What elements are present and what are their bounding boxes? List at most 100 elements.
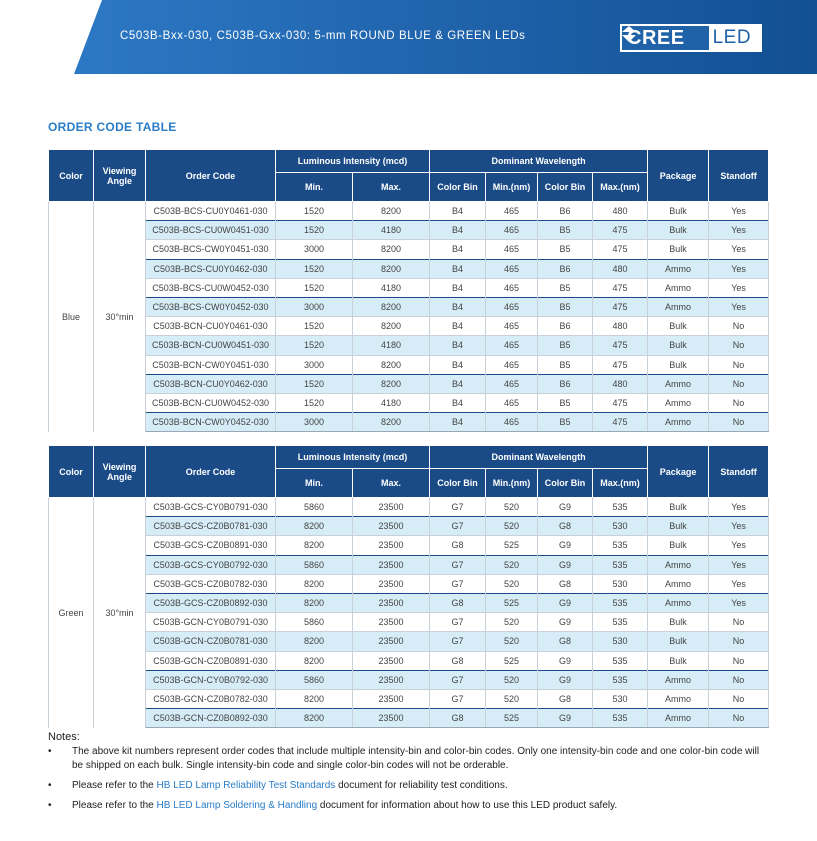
wl-max-cell: 535 [592, 592, 649, 613]
wl-min-cell: 465 [485, 239, 539, 260]
section-title: ORDER CODE TABLE [48, 120, 177, 134]
li-min-cell: 3000 [275, 239, 353, 260]
color-bin-max-cell: B5 [537, 335, 594, 355]
standoff-cell: Yes [708, 277, 770, 298]
notes-section: Notes: • The above kit numbers represent… [48, 731, 768, 819]
wl-min-cell: 465 [485, 277, 539, 298]
document-title: C503B-Bxx-030, C503B-Gxx-030: 5-mm ROUND… [120, 30, 526, 42]
order-code-cell: C503B-GCN-CY0B0792-030 [145, 669, 276, 690]
color-bin-min-cell: B4 [429, 201, 487, 221]
color-bin-max-cell: B5 [537, 354, 594, 375]
header-wl-min: Min.(nm) [485, 172, 539, 202]
color-bin-max-cell: B6 [537, 373, 594, 394]
wl-min-cell: 525 [485, 535, 539, 556]
wl-min-cell: 465 [485, 412, 539, 433]
order-code-cell: C503B-BCN-CU0Y0462-030 [145, 373, 276, 394]
color-bin-max-cell: G8 [537, 573, 594, 594]
color-bin-min-cell: B4 [429, 296, 487, 317]
li-max-cell: 23500 [351, 554, 431, 575]
standoff-cell: Yes [708, 296, 770, 317]
note-text-prefix: Please refer to the [72, 800, 157, 811]
header-dominant-wavelength: Dominant Wavelength [429, 445, 649, 469]
reliability-standards-link[interactable]: HB LED Lamp Reliability Test Standards [156, 780, 336, 791]
li-min-cell: 1520 [275, 335, 353, 355]
order-code-cell: C503B-BCN-CU0W0451-030 [145, 335, 276, 355]
li-max-cell: 8200 [351, 258, 431, 279]
wl-max-cell: 475 [592, 220, 649, 240]
table-row: C503B-GCS-CZ0B0781-030 8200 23500 G7 520 G8 53… [49, 516, 770, 536]
order-code-cell: C503B-BCS-CW0Y0452-030 [145, 296, 276, 317]
logo-led-text: LED [712, 27, 752, 48]
table-row: C503B-BCN-CW0Y0452-030 3000 8200 B4 465 B5 475… [49, 412, 770, 433]
color-bin-min-cell: G8 [429, 650, 487, 671]
color-bin-min-cell: B4 [429, 373, 487, 394]
li-min-cell: 8200 [275, 516, 353, 536]
li-max-cell: 8200 [351, 296, 431, 317]
color-bin-min-cell: G8 [429, 535, 487, 556]
li-min-cell: 3000 [275, 296, 353, 317]
package-cell: Bulk [647, 239, 710, 260]
color-bin-max-cell: G8 [537, 688, 594, 709]
color-bin-min-cell: G7 [429, 688, 487, 709]
table-row: C503B-BCS-CU0Y0462-030 1520 8200 B4 465 B6 480… [49, 258, 770, 279]
note-text-suffix: document for reliability test conditions… [335, 780, 508, 791]
standoff-cell: Yes [708, 258, 770, 279]
header-li-min: Min. [275, 468, 353, 498]
package-cell: Bulk [647, 631, 710, 651]
order-code-cell: C503B-BCN-CW0Y0451-030 [145, 354, 276, 375]
header-color: Color [48, 445, 94, 498]
package-cell: Bulk [647, 354, 710, 375]
wl-max-cell: 535 [592, 669, 649, 690]
header-color-bin-min: Color Bin [429, 172, 487, 202]
soldering-handling-link[interactable]: HB LED Lamp Soldering & Handling [156, 800, 318, 811]
order-code-cell: C503B-GCN-CZ0B0782-030 [145, 688, 276, 709]
order-code-cell: C503B-GCS-CY0B0791-030 [145, 497, 276, 517]
color-bin-min-cell: G8 [429, 592, 487, 613]
li-max-cell: 23500 [351, 669, 431, 690]
li-min-cell: 1520 [275, 316, 353, 336]
li-min-cell: 1520 [275, 258, 353, 279]
order-code-cell: C503B-BCS-CU0W0452-030 [145, 277, 276, 298]
wl-max-cell: 475 [592, 354, 649, 375]
standoff-cell: Yes [708, 573, 770, 594]
wl-min-cell: 525 [485, 592, 539, 613]
standoff-cell: Yes [708, 592, 770, 613]
li-max-cell: 4180 [351, 277, 431, 298]
header-wl-min: Min.(nm) [485, 468, 539, 498]
viewing-angle-cell: 30°min [93, 201, 146, 432]
order-code-cell: C503B-BCS-CU0W0451-030 [145, 220, 276, 240]
standoff-cell: No [708, 335, 770, 355]
package-cell: Ammo [647, 669, 710, 690]
wl-min-cell: 465 [485, 201, 539, 221]
package-cell: Ammo [647, 412, 710, 433]
color-cell: Blue [48, 201, 94, 432]
table-row: C503B-BCS-CU0W0452-030 1520 4180 B4 465 B5 475… [49, 277, 770, 298]
package-cell: Ammo [647, 592, 710, 613]
wl-min-cell: 520 [485, 688, 539, 709]
note-text-suffix: document for information about how to us… [317, 800, 618, 811]
wl-min-cell: 465 [485, 354, 539, 375]
package-cell: Ammo [647, 392, 710, 413]
standoff-cell: No [708, 688, 770, 709]
wl-max-cell: 530 [592, 688, 649, 709]
header-li-min: Min. [275, 172, 353, 202]
color-bin-min-cell: B4 [429, 335, 487, 355]
table-row: Green 30°min C503B-GCS-CY0B0791-030 5860 235… [48, 497, 770, 728]
wl-min-cell: 465 [485, 392, 539, 413]
li-max-cell: 8200 [351, 239, 431, 260]
order-code-cell: C503B-BCN-CU0W0452-030 [145, 392, 276, 413]
color-bin-min-cell: B4 [429, 239, 487, 260]
color-bin-min-cell: G7 [429, 631, 487, 651]
li-min-cell: 5860 [275, 669, 353, 690]
package-cell: Ammo [647, 373, 710, 394]
color-bin-min-cell: G7 [429, 516, 487, 536]
color-bin-max-cell: B6 [537, 258, 594, 279]
package-cell: Bulk [647, 612, 710, 632]
package-cell: Bulk [647, 516, 710, 536]
header-wl-max: Max.(nm) [592, 172, 649, 202]
color-bin-max-cell: G9 [537, 612, 594, 632]
note-text-prefix: Please refer to the [72, 780, 157, 791]
li-max-cell: 4180 [351, 392, 431, 413]
package-cell: Bulk [647, 535, 710, 556]
wl-max-cell: 530 [592, 516, 649, 536]
